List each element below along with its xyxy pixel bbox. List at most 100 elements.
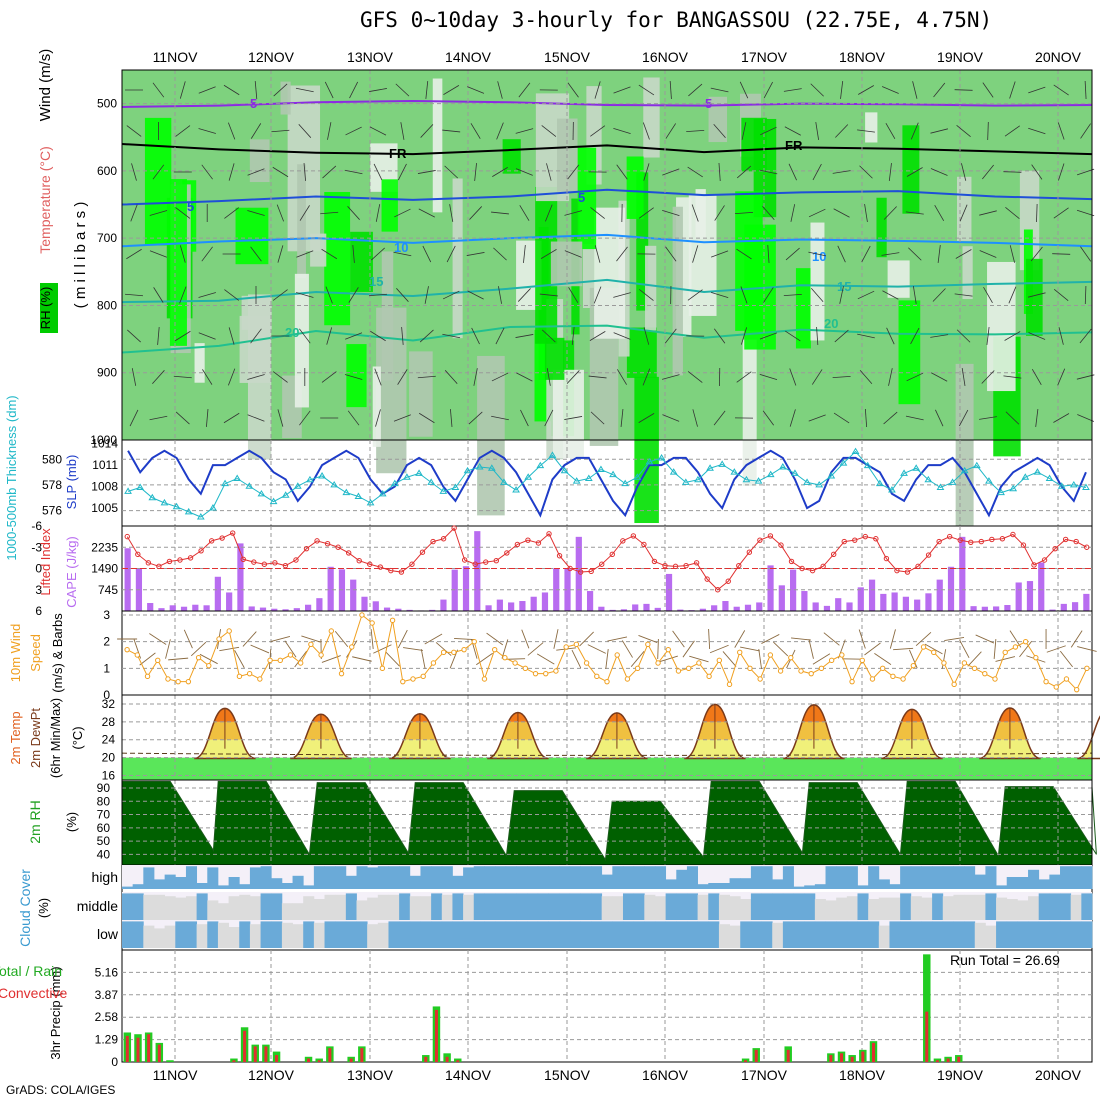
wind-barb — [352, 244, 355, 264]
wind-barb — [471, 327, 480, 345]
wind-barb — [564, 250, 582, 258]
cloud-cell — [441, 921, 453, 948]
wind-barb — [320, 211, 339, 215]
wind-speed-point — [716, 657, 723, 664]
surface-wind-barb — [944, 636, 965, 642]
precip-convective-bar — [434, 1009, 438, 1062]
surface-wind-barb — [587, 644, 606, 654]
wind-speed-point — [992, 676, 998, 682]
cloud-cell — [143, 867, 155, 889]
wind-barb — [763, 287, 774, 303]
li-point — [630, 533, 637, 539]
wind-speed-point — [481, 676, 488, 682]
wind-barb — [662, 414, 680, 422]
wind-barb — [198, 86, 216, 94]
cloud-cell — [409, 921, 421, 948]
wind-barb — [321, 248, 338, 260]
li-point — [124, 533, 130, 540]
cape-bar — [665, 573, 673, 611]
cape-bar — [259, 607, 267, 611]
li-point — [335, 544, 341, 550]
surface-wind-barb — [874, 653, 892, 665]
wind-barb — [812, 163, 822, 181]
wind-tick-0: 0 — [103, 688, 110, 702]
thickness-point — [960, 466, 969, 474]
thickness-point — [487, 464, 496, 471]
wind-barb — [935, 409, 944, 427]
wind-speed-point — [185, 678, 192, 685]
cloud-row-label: low — [97, 926, 119, 942]
wind-barb — [762, 410, 775, 426]
precip-tick-0: 0 — [111, 1055, 118, 1069]
cloud-cell — [185, 921, 198, 948]
isotherm-label: 10 — [394, 240, 408, 255]
thickness-point — [354, 492, 363, 499]
wind-speed-point — [1043, 678, 1049, 685]
wind-barb — [888, 163, 892, 181]
wind-speed-point — [297, 660, 304, 666]
cloud-row-label: middle — [77, 898, 118, 914]
cloud-cell — [622, 921, 635, 948]
li-point — [430, 538, 436, 545]
li-point — [852, 537, 858, 543]
wind-barb — [687, 289, 703, 301]
thickness-point — [948, 478, 957, 485]
wind-barb — [1004, 125, 1021, 137]
wind-barb — [983, 287, 993, 303]
wind-barb — [613, 127, 631, 135]
pressure-axis-label: ( m i l l i b a r s ) — [72, 202, 89, 309]
li-point — [293, 557, 299, 563]
cloud-cell — [782, 893, 794, 920]
temp-band-0 — [389, 739, 451, 759]
li-point — [282, 562, 289, 569]
cape-axis-label: CAPE (J/kg) — [64, 536, 79, 608]
surface-wind-barb — [993, 638, 997, 660]
cloud-cell — [303, 885, 315, 889]
wind-barb — [518, 82, 531, 98]
cape-bar — [1083, 593, 1090, 611]
cloud-cell — [793, 893, 805, 920]
cloud-cell — [697, 921, 709, 948]
rh2m-axis-label: 2m RH — [27, 800, 43, 844]
isotherm-label: 15 — [369, 274, 383, 289]
cloud-cell — [516, 866, 528, 889]
wind-barb — [228, 327, 235, 345]
surface-wind-barb — [370, 629, 374, 649]
minmax-axis-label: (6hr Min/Max) — [48, 698, 63, 778]
wind-barb — [250, 246, 262, 262]
cloud-cell — [889, 897, 901, 920]
wind-barb — [444, 165, 459, 179]
temp-curve — [1076, 715, 1100, 760]
wind-barb — [783, 88, 802, 92]
cloud-cell — [697, 884, 709, 889]
li-point — [240, 556, 246, 562]
cloud-cell — [249, 896, 261, 920]
bottom-date-label: 17NOV — [741, 1067, 788, 1083]
top-date-label: 12NOV — [248, 49, 295, 65]
li-point — [208, 538, 215, 544]
wind-barb — [687, 166, 703, 178]
surface-wind-barb — [823, 632, 840, 646]
cloud-cell — [836, 897, 848, 920]
wind-barb — [422, 245, 432, 263]
cloud-cell — [260, 893, 272, 920]
wind-barb — [864, 408, 868, 428]
isotherm-label: 5 — [578, 190, 585, 205]
wind-barb — [296, 292, 314, 298]
isotherm-label: FR — [785, 138, 803, 153]
wind-barb — [617, 369, 627, 385]
precip-convective-legend: Convective — [0, 985, 67, 1001]
cloud-cell — [644, 921, 656, 948]
surface-wind-barb — [149, 633, 167, 645]
li-point — [577, 569, 584, 575]
wind-speed-point — [655, 660, 661, 666]
li-point — [187, 555, 194, 561]
cloud-cell — [932, 893, 944, 920]
wind-barb — [276, 204, 284, 222]
cloud-cell — [708, 921, 720, 948]
wind-barb — [692, 245, 699, 263]
series-line-1 — [127, 450, 1087, 518]
cape-bar — [823, 605, 831, 611]
thickness-point — [694, 475, 702, 483]
